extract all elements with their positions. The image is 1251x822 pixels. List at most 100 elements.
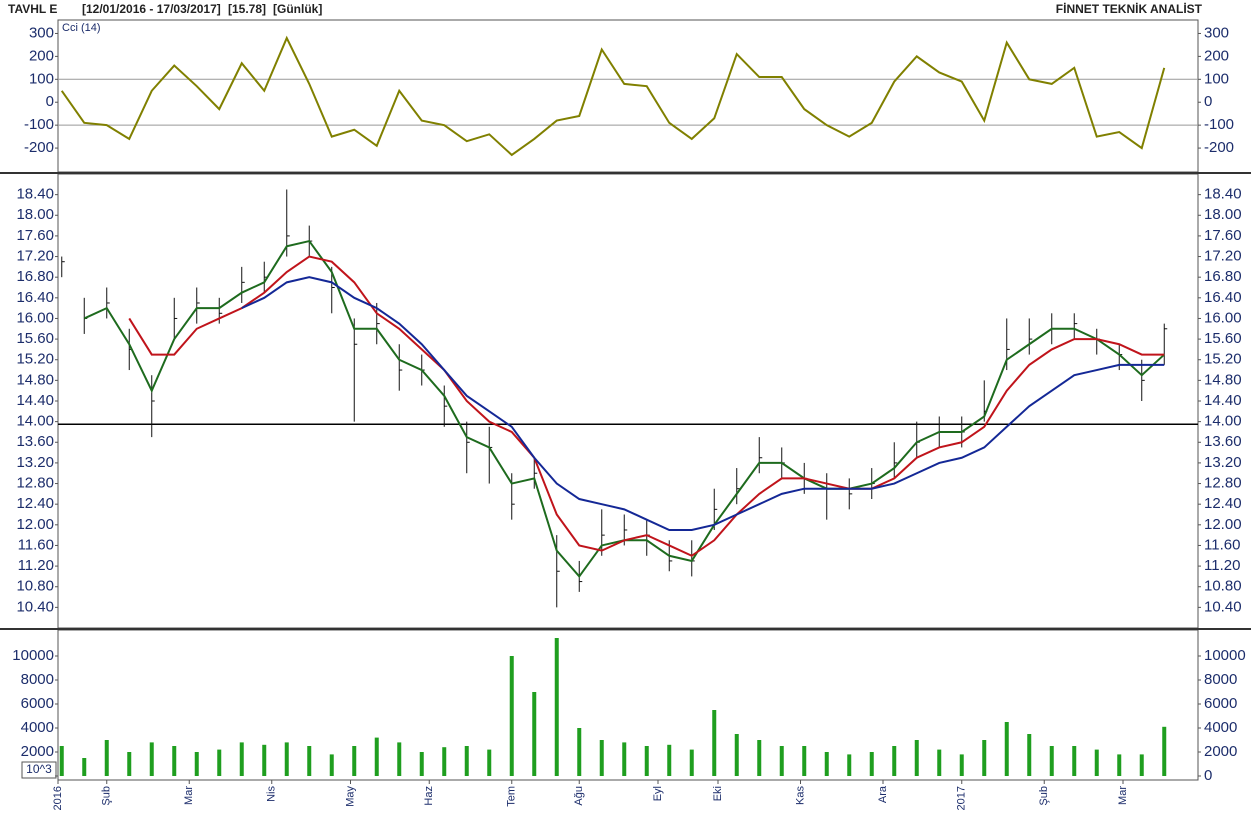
volume-bar (307, 746, 312, 776)
y-tick-label: 15.60 (1204, 330, 1242, 347)
y-tick-label: 15.60 (16, 330, 54, 347)
unit-box (21, 761, 57, 779)
y-tick-label: 15.20 (16, 351, 54, 368)
volume-bar (149, 742, 154, 776)
series-line (241, 276, 1165, 531)
y-tick-label: 0 (46, 93, 54, 110)
volume-bar (82, 758, 87, 776)
volume-bar (397, 742, 402, 776)
y-tick-label: 17.20 (16, 248, 54, 265)
x-tick-label: 2016 (52, 786, 64, 810)
x-tick-label: Ağu (573, 786, 585, 806)
volume-bar (352, 746, 357, 776)
y-tick-label: 200 (29, 47, 54, 64)
series-line (128, 255, 1165, 557)
y-tick-label: 11.60 (1204, 536, 1240, 553)
y-tick-label: 14.00 (16, 413, 54, 430)
last-price: [15.78] (228, 2, 266, 16)
x-tick-label: Kas (794, 786, 806, 805)
y-tick-label: 4000 (21, 719, 54, 736)
y-tick-label: 10.80 (16, 578, 54, 595)
y-tick-label: 0 (1204, 767, 1212, 784)
volume-bar (869, 752, 874, 776)
y-tick-label: 12.40 (16, 495, 54, 512)
y-tick-label: 13.20 (1204, 454, 1242, 471)
y-tick-label: 8000 (21, 671, 54, 688)
volume-bar (1049, 746, 1054, 776)
y-tick-label: 12.80 (1204, 475, 1242, 492)
y-tick-label: 14.80 (16, 371, 54, 388)
x-tick-label: May (344, 786, 356, 807)
y-tick-label: 2000 (1204, 743, 1237, 760)
volume-bar (734, 734, 739, 776)
volume-bar (847, 754, 852, 776)
volume-bar (239, 742, 244, 776)
y-tick-label: 6000 (21, 695, 54, 712)
y-tick-label: 13.20 (16, 454, 54, 471)
volume-bar (374, 737, 379, 776)
volume-bar (442, 747, 447, 776)
y-tick-label: 18.40 (1204, 186, 1242, 203)
y-tick-label: 14.80 (1204, 371, 1242, 388)
y-tick-label: 4000 (1204, 719, 1237, 736)
volume-bar (419, 752, 424, 776)
volume-bar (329, 754, 334, 776)
y-tick-label: 12.00 (1204, 516, 1242, 533)
y-tick-label: 13.60 (16, 433, 54, 450)
volume-bar (622, 742, 627, 776)
y-tick-label: 17.60 (16, 227, 54, 244)
x-tick-label: Nis (266, 786, 278, 802)
y-tick-label: 10.40 (1204, 598, 1242, 615)
x-tick-label: 2017 (956, 786, 968, 810)
y-tick-label: 100 (1204, 70, 1229, 87)
volume-bar (1117, 754, 1122, 776)
volume-bar (1027, 734, 1032, 776)
volume-bar (509, 656, 514, 776)
volume-bar (914, 740, 919, 776)
volume-bar (464, 746, 469, 776)
y-tick-label: 11.60 (18, 536, 54, 553)
period: [Günlük] (273, 2, 322, 16)
volume-bar (532, 692, 537, 776)
y-tick-label: 16.00 (1204, 309, 1242, 326)
y-tick-label: 10000 (1204, 647, 1246, 664)
volume-bar (262, 744, 267, 776)
brand: FİNNET TEKNİK ANALİST (1056, 1, 1203, 16)
y-tick-label: 18.00 (1204, 206, 1242, 223)
x-tick-label: Şub (101, 786, 113, 806)
volume-bar (757, 740, 762, 776)
y-tick-label: 300 (29, 24, 54, 41)
y-tick-label: 200 (1204, 47, 1229, 64)
volume-bar (1139, 754, 1144, 776)
volume-bar (802, 746, 807, 776)
volume-bar (104, 740, 109, 776)
volume-bar (937, 749, 942, 776)
volume-bar (217, 749, 222, 776)
volume-bar (892, 746, 897, 776)
date-range: [12/01/2016 - 17/03/2017] (82, 2, 221, 16)
volume-bar (779, 746, 784, 776)
x-tick-label: Mar (183, 786, 195, 805)
y-tick-label: 16.00 (16, 309, 54, 326)
y-tick-label: 11.20 (18, 557, 54, 574)
volume-bar (667, 744, 672, 776)
volume-bar (59, 746, 64, 776)
y-tick-label: 13.60 (1204, 433, 1242, 450)
volume-bar (1162, 726, 1167, 776)
volume-bar (487, 749, 492, 776)
volume-bar (194, 752, 199, 776)
y-tick-label: 11.20 (1204, 557, 1240, 574)
volume-bar (959, 754, 964, 776)
y-tick-label: 10.40 (16, 598, 54, 615)
volume-bar (644, 746, 649, 776)
y-tick-label: 100 (29, 70, 54, 87)
x-tick-label: Tem (506, 786, 518, 807)
y-tick-label: 2000 (21, 743, 54, 760)
volume-bar (1072, 746, 1077, 776)
y-tick-label: 16.40 (16, 289, 54, 306)
series-line (60, 35, 1166, 157)
volume-bar (172, 746, 177, 776)
y-tick-label: -200 (24, 139, 54, 156)
y-tick-label: 6000 (1204, 695, 1237, 712)
